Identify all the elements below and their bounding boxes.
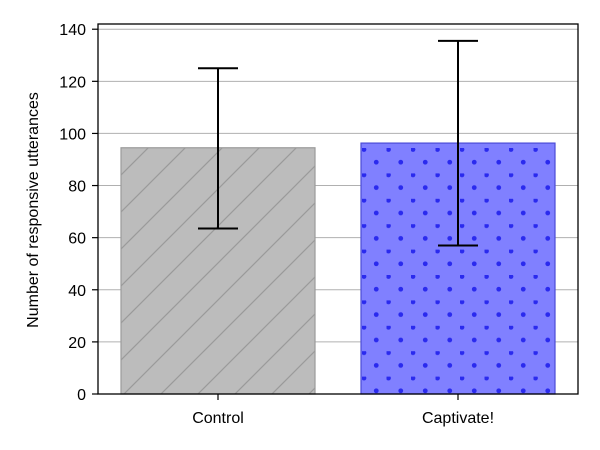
y-tick-label: 40: [68, 283, 86, 300]
y-axis-label: Number of responsive utterances: [25, 92, 42, 328]
error-bars: [198, 39, 478, 247]
x-axis-ticks: Control Captivate!: [192, 394, 494, 427]
bars: [120, 142, 556, 395]
y-tick-label: 120: [59, 74, 86, 91]
x-tick-label: Captivate!: [422, 410, 494, 427]
y-tick-label: 60: [68, 231, 86, 248]
y-tick-label: 80: [68, 179, 86, 196]
y-tick-label: 0: [77, 387, 86, 404]
y-tick-label: 140: [59, 22, 86, 39]
y-tick-label: 20: [68, 335, 86, 352]
y-tick-label: 100: [59, 126, 86, 143]
x-tick-label: Control: [192, 410, 244, 427]
axes: [97, 23, 579, 395]
y-axis-ticks: 0 20 40 60 80 100 120 140: [59, 22, 98, 404]
plot-frame: [97, 23, 579, 395]
